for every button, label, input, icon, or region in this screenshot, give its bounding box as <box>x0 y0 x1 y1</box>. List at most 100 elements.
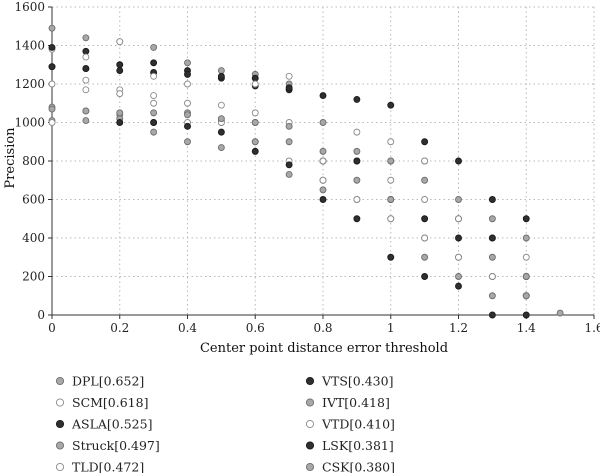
legend-label: VTS[0.430] <box>321 374 393 389</box>
legend-label: CSK[0.380] <box>322 460 395 473</box>
data-point <box>353 196 361 203</box>
y-tick-label: 1600 <box>14 0 45 14</box>
data-point <box>82 34 90 42</box>
data-point <box>285 72 293 80</box>
data-point <box>116 61 124 69</box>
x-tick-label: 1.6 <box>584 321 600 335</box>
data-point <box>82 76 90 84</box>
legend-label: VTD[0.410] <box>321 417 395 432</box>
data-point <box>421 196 429 203</box>
legend-item: CSK[0.380] <box>305 460 395 473</box>
x-tick-labels: 0 0.2 0.4 0.6 0.8 1 1.2 1.4 1.6 <box>48 321 600 335</box>
y-tick-label: 400 <box>22 231 45 245</box>
data-point <box>522 234 530 242</box>
x-tick-label: 0.6 <box>246 321 265 335</box>
legend-label: LSK[0.381] <box>322 438 394 453</box>
legend-item: VTD[0.410] <box>305 417 395 432</box>
data-point <box>421 253 429 261</box>
data-point <box>285 138 293 146</box>
data-point <box>488 311 496 319</box>
data-point <box>184 111 191 119</box>
data-point <box>150 109 158 117</box>
y-tick-label: 1400 <box>14 39 45 53</box>
x-tick-label: 0.8 <box>313 321 332 335</box>
data-point <box>319 157 327 165</box>
data-point <box>217 101 225 109</box>
data-point <box>82 53 90 61</box>
legend-marker <box>55 419 65 429</box>
data-point <box>116 109 124 117</box>
data-point <box>184 70 191 78</box>
data-point <box>353 147 361 155</box>
data-point <box>82 65 90 73</box>
data-point <box>455 253 462 261</box>
legend-label: IVT[0.418] <box>322 395 390 410</box>
x-tick-label: 0.4 <box>178 321 197 335</box>
data-point <box>150 119 158 126</box>
legend-item: DPL[0.652] <box>55 374 144 389</box>
data-point <box>421 176 429 184</box>
legend-marker <box>305 398 315 407</box>
series-points <box>48 63 530 319</box>
legend-marker <box>55 462 65 472</box>
data-point <box>251 80 259 88</box>
x-tick-label: 0 <box>48 321 56 335</box>
y-tick-label: 0 <box>37 308 45 322</box>
legend-item: TLD[0.472] <box>55 460 144 473</box>
data-point <box>455 282 462 290</box>
data-point <box>48 63 56 71</box>
series-points <box>48 38 530 300</box>
data-point <box>82 107 90 115</box>
axes <box>48 6 595 319</box>
legend-marker <box>55 398 65 407</box>
data-point <box>150 128 158 136</box>
legend-label: Struck[0.497] <box>72 438 160 453</box>
data-point <box>522 215 530 223</box>
data-point <box>353 95 361 103</box>
data-point <box>150 59 158 67</box>
data-point <box>421 273 429 280</box>
y-tick-label: 800 <box>22 154 45 168</box>
legend-item: LSK[0.381] <box>305 438 394 453</box>
legend-item: IVT[0.418] <box>305 395 390 410</box>
legend-item: VTS[0.430] <box>305 374 393 389</box>
data-point <box>285 161 293 169</box>
data-point <box>184 80 191 88</box>
data-point <box>353 128 361 136</box>
data-point <box>387 176 395 184</box>
legend: DPL[0.652] SCM[0.618] ASLA[0.525] Struck[0.… <box>55 374 395 473</box>
legend-item: ASLA[0.525] <box>55 417 152 432</box>
data-point <box>387 157 395 165</box>
data-point <box>48 80 56 88</box>
series-points <box>48 24 530 242</box>
data-point <box>522 253 530 261</box>
data-point <box>251 109 259 117</box>
data-point <box>387 215 395 223</box>
data-point <box>455 234 462 242</box>
data-point <box>150 72 158 80</box>
data-point <box>251 74 259 82</box>
data-point <box>455 273 462 280</box>
data-point <box>319 92 327 100</box>
data-point <box>285 122 293 130</box>
x-axis-label: Center point distance error threshold <box>200 341 448 356</box>
data-point <box>82 117 90 125</box>
data-point <box>556 309 564 317</box>
data-point <box>353 157 361 165</box>
legend-marker <box>305 376 315 386</box>
data-point <box>251 138 259 146</box>
data-point <box>184 59 191 67</box>
legend-marker <box>305 441 315 450</box>
data-point <box>217 67 225 74</box>
data-point <box>116 67 124 74</box>
data-point <box>116 119 124 126</box>
data-point <box>488 215 496 223</box>
data-point <box>217 72 225 80</box>
data-point <box>150 92 158 100</box>
y-tick-label: 1000 <box>14 116 45 130</box>
data-point <box>82 86 90 94</box>
data-point <box>48 119 56 126</box>
y-tick-labels: 0 200 400 600 800 1000 1200 1400 1600 <box>14 0 45 322</box>
data-point <box>150 99 158 107</box>
